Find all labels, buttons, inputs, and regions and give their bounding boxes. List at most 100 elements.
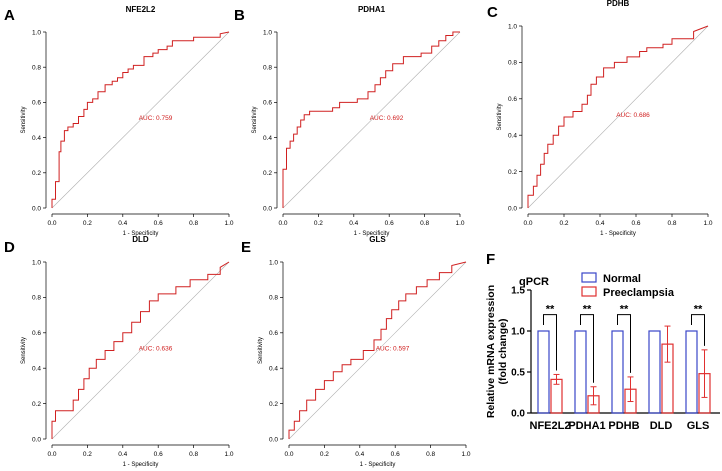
x-tick-label: 0.6 bbox=[631, 220, 640, 227]
y-tick-label: 0.6 bbox=[508, 96, 517, 103]
panel-title: GLS bbox=[369, 235, 386, 244]
roc-curve-line bbox=[51, 261, 230, 439]
y-axis-title: Sensitivity bbox=[497, 103, 503, 130]
significance-bracket bbox=[543, 314, 557, 371]
bar-normal-dld bbox=[648, 330, 661, 414]
y-tick-label: 0.0 bbox=[511, 409, 525, 420]
roc-curve-line bbox=[527, 25, 709, 208]
x-tick-label: 0.8 bbox=[426, 451, 435, 458]
significance-bracket bbox=[691, 314, 705, 346]
y-tick-label: 0.4 bbox=[32, 366, 41, 373]
y-tick-label: 0.6 bbox=[32, 330, 41, 337]
significance-bracket bbox=[617, 314, 631, 373]
significance-stars: ** bbox=[620, 304, 629, 316]
roc-panel-pdha1: B PDHA1 0.0 0.2 0.4 0.6 0.8 1.0 0.0 0.2 0.4 0.6 0.8 1… bbox=[234, 5, 465, 237]
y-tick-label: 1.0 bbox=[32, 259, 41, 266]
x-tick-label: 0.6 bbox=[385, 220, 394, 227]
y-tick-label: 0.2 bbox=[263, 170, 272, 177]
y-tick-label: 0.8 bbox=[32, 295, 41, 302]
x-tick-label: 0.8 bbox=[420, 220, 429, 227]
x-tick-label: 0.6 bbox=[154, 451, 163, 458]
reference-diagonal-line bbox=[51, 261, 230, 440]
y-tick-label: 0.0 bbox=[32, 205, 41, 212]
y-tick-label: 1.0 bbox=[511, 327, 525, 338]
panel-title: DLD bbox=[132, 235, 149, 244]
reference-diagonal-line bbox=[527, 25, 709, 209]
bar-normal-pdhb bbox=[611, 330, 624, 414]
y-axis-title-line-1: Relative mRNA expression bbox=[485, 285, 497, 418]
x-tick-label: 0.4 bbox=[349, 220, 358, 227]
x-axis-title: 1 - Specificity bbox=[360, 462, 396, 468]
y-tick-label: 0.8 bbox=[263, 65, 272, 72]
bar-normal-nfe2l2 bbox=[537, 330, 550, 414]
y-axis-title: Sensitivity bbox=[21, 337, 27, 364]
y-tick-label: 0.2 bbox=[32, 170, 41, 177]
auc-annotation: AUC: 0.686 bbox=[616, 112, 650, 119]
x-tick-label: 0.8 bbox=[189, 220, 198, 227]
legend-label-normal: Normal bbox=[603, 273, 641, 285]
x-category-label: DLD bbox=[650, 420, 673, 432]
auc-annotation: AUC: 0.636 bbox=[139, 346, 173, 353]
y-tick-label: 1.5 bbox=[511, 286, 525, 297]
panel-letter: D bbox=[4, 239, 15, 256]
y-tick-label: 0.0 bbox=[32, 436, 41, 443]
y-tick-label: 0.0 bbox=[269, 436, 278, 443]
x-category-label: GLS bbox=[687, 420, 710, 432]
x-tick-label: 1.0 bbox=[461, 451, 470, 458]
reference-diagonal-line bbox=[282, 31, 461, 209]
x-tick-label: 0.2 bbox=[320, 451, 329, 458]
y-tick-label: 0.8 bbox=[32, 65, 41, 72]
x-category-label: NFE2L2 bbox=[530, 420, 571, 432]
y-axis-title-line-2: (fold change) bbox=[497, 319, 509, 385]
panel-title: PDHA1 bbox=[358, 5, 386, 14]
panel-title: PDHB bbox=[607, 0, 630, 8]
x-axis-title: 1 - Specificity bbox=[123, 462, 159, 468]
roc-panel-pdhb: C PDHB 0.0 0.2 0.4 0.6 0.8 1.0 0.0 0.2 0.4 0.6 0.8 1.… bbox=[487, 0, 713, 237]
y-tick-label: 1.0 bbox=[32, 29, 41, 36]
x-tick-label: 0.0 bbox=[523, 220, 532, 227]
significance-stars: ** bbox=[583, 304, 592, 316]
y-tick-label: 0.0 bbox=[263, 205, 272, 212]
x-tick-label: 0.6 bbox=[154, 220, 163, 227]
y-axis-title: Sensitivity bbox=[258, 337, 264, 364]
x-tick-label: 0.8 bbox=[667, 220, 676, 227]
x-tick-label: 0.6 bbox=[391, 451, 400, 458]
x-tick-label: 0.2 bbox=[83, 220, 92, 227]
y-axis-title: Relative mRNA expression (fold change) bbox=[485, 285, 509, 418]
y-tick-label: 0.6 bbox=[263, 100, 272, 107]
legend-label-preeclampsia: Preeclampsia bbox=[603, 287, 675, 299]
roc-curve-line bbox=[282, 31, 460, 208]
x-axis-title: 1 - Specificity bbox=[354, 231, 390, 237]
y-tick-label: 0.8 bbox=[269, 295, 278, 302]
x-axis-title: 1 - Specificity bbox=[123, 231, 159, 237]
roc-panel-nfe2l2: A NFE2L2 0.0 0.2 0.4 0.6 0.8 1.0 0.0 0.2 0.4 0.6 0.8… bbox=[4, 5, 234, 237]
x-tick-label: 0.4 bbox=[118, 451, 127, 458]
y-tick-label: 0.2 bbox=[32, 401, 41, 408]
y-tick-label: 0.6 bbox=[32, 100, 41, 107]
panel-title: NFE2L2 bbox=[126, 5, 156, 14]
x-tick-label: 1.0 bbox=[224, 220, 233, 227]
significance-bracket bbox=[580, 314, 594, 383]
y-tick-label: 0.4 bbox=[508, 133, 517, 140]
x-tick-label: 1.0 bbox=[455, 220, 464, 227]
panel-letter: B bbox=[234, 7, 245, 24]
significance-stars: ** bbox=[546, 304, 555, 316]
y-axis-title: Sensitivity bbox=[21, 106, 27, 133]
y-tick-label: 0.2 bbox=[508, 169, 517, 176]
y-tick-label: 0.2 bbox=[269, 401, 278, 408]
panel-letter: E bbox=[241, 239, 251, 256]
legend-swatch-normal bbox=[581, 272, 597, 283]
panel-letter: A bbox=[4, 7, 15, 24]
x-tick-label: 1.0 bbox=[703, 220, 712, 227]
reference-diagonal-line bbox=[288, 261, 467, 440]
x-axis-title: 1 - Specificity bbox=[600, 231, 636, 237]
reference-diagonal-line bbox=[51, 31, 230, 209]
roc-panel-gls: E GLS 0.0 0.2 0.4 0.6 0.8 1.0 0.0 0.2 0.4 0.6 0.8 1.0… bbox=[241, 235, 471, 468]
y-tick-label: 0.5 bbox=[511, 368, 525, 379]
x-category-label: PDHA1 bbox=[568, 420, 605, 432]
x-tick-label: 0.2 bbox=[83, 451, 92, 458]
x-category-label: PDHB bbox=[608, 420, 639, 432]
significance-stars: ** bbox=[694, 304, 703, 316]
